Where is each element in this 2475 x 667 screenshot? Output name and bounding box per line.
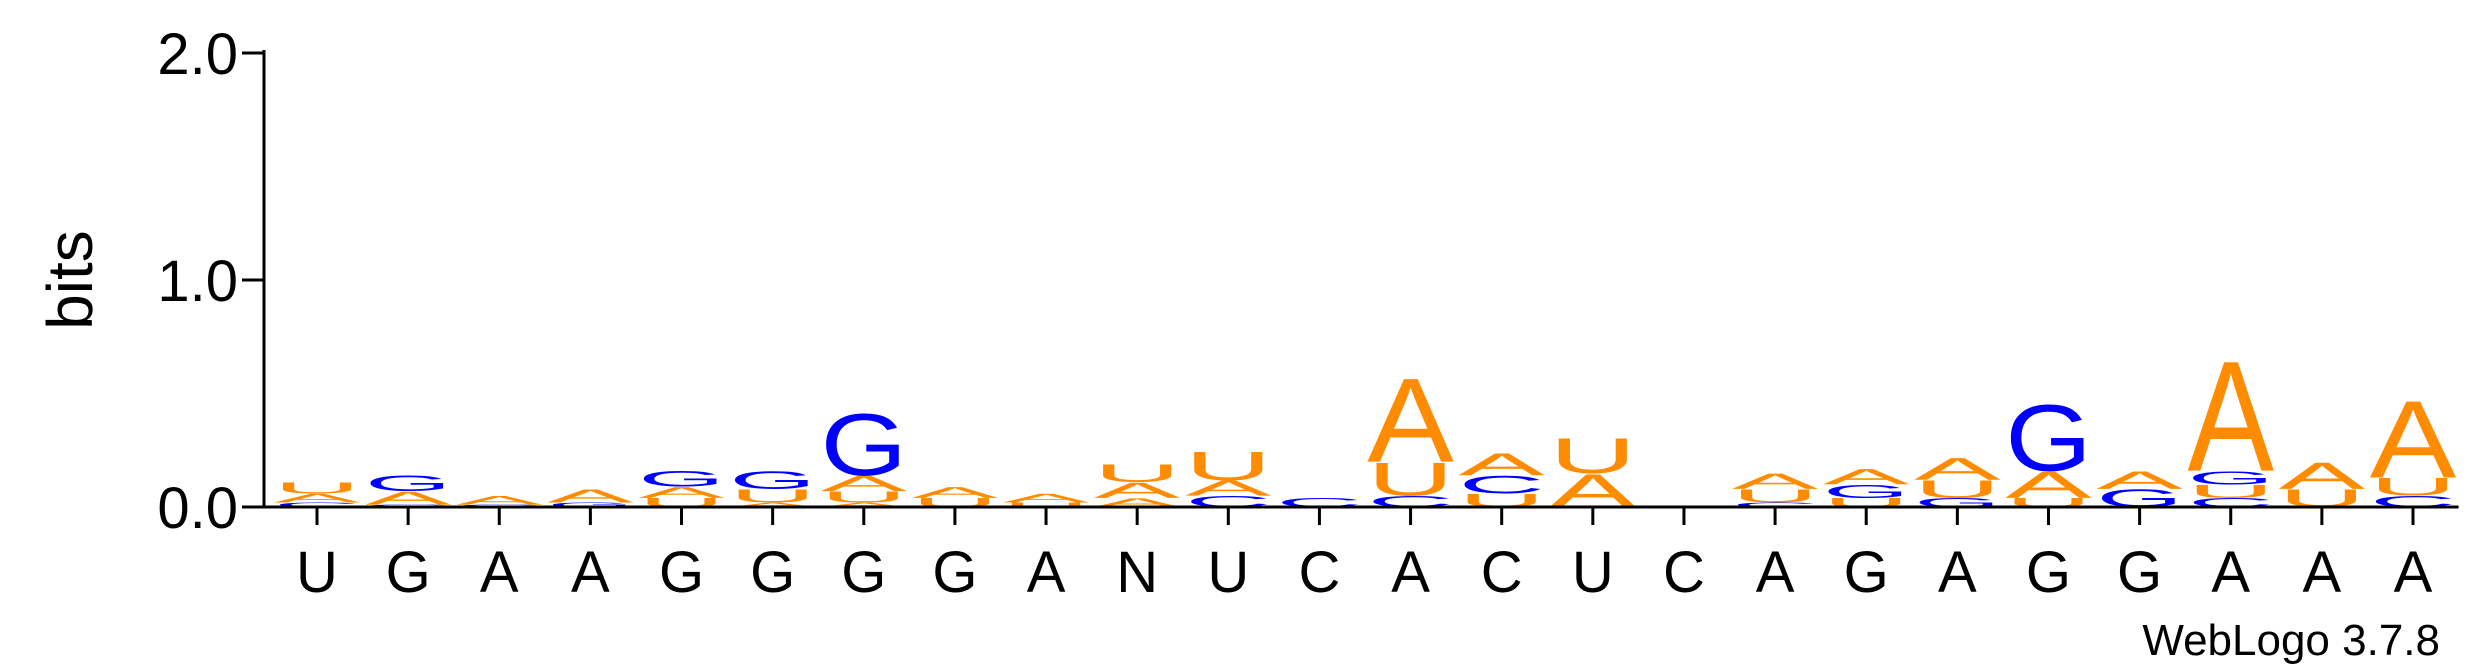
logo-letter: C	[274, 501, 361, 508]
logo-letter: A	[1914, 452, 2001, 487]
x-tick-label: G	[932, 540, 977, 605]
logo-letter: A	[1732, 469, 1819, 494]
logo-letter: A	[2096, 466, 2183, 494]
logo-letter: A	[820, 471, 907, 496]
logo-letter: C	[1458, 471, 1545, 499]
logo-letter: G	[1823, 481, 1910, 502]
x-tick-label: G	[750, 540, 795, 605]
x-tick-label: G	[2117, 540, 2162, 605]
logo-letter: G	[729, 466, 816, 494]
logo-letter: A	[1823, 464, 1910, 489]
x-tick-label: A	[1756, 540, 1795, 605]
logo-letter: U	[729, 485, 816, 506]
logo-letter: U	[1094, 460, 1181, 488]
x-tick-label: U	[1572, 540, 1614, 605]
logo-letter: U	[274, 479, 361, 497]
x-tick-label: A	[1938, 540, 1977, 605]
x-tick-label: A	[1027, 540, 1066, 605]
x-tick-label: U	[1207, 540, 1249, 605]
logo-letter: A	[1003, 491, 1090, 505]
logo-letter: A	[456, 493, 543, 507]
x-tick-label: A	[571, 540, 610, 605]
logo-letter: A	[2005, 464, 2092, 506]
logo-letter: A	[365, 488, 452, 509]
x-tick-label: G	[841, 540, 886, 605]
logo-letter: U	[1914, 475, 2001, 503]
x-tick-label: C	[1298, 540, 1340, 605]
logo-letter: U	[820, 488, 907, 506]
logo-letter: U	[1732, 485, 1819, 506]
logo-letter: A	[1458, 447, 1545, 482]
x-tick-label: G	[2026, 540, 2071, 605]
logo-letter: A	[912, 484, 999, 502]
logo-letter: G	[365, 471, 452, 496]
logo-letter: A	[2370, 378, 2457, 502]
x-tick-label: G	[659, 540, 704, 605]
logo-letter: G	[820, 396, 907, 494]
logo-letter: G	[547, 501, 634, 508]
x-tick-label: A	[2394, 540, 2433, 605]
x-tick-label: A	[480, 540, 519, 605]
logo-letter: U	[1550, 428, 1637, 484]
y-axis-label: bits	[34, 230, 106, 330]
logo-letter: A	[2279, 455, 2366, 497]
logo-letter: G	[2005, 386, 2092, 491]
logo-letter: A	[1094, 478, 1181, 503]
y-tick-label: 0.0	[157, 476, 238, 541]
logo-letter: G	[2187, 467, 2274, 488]
logo-letter: A	[1367, 354, 1454, 487]
x-tick-label: C	[1481, 540, 1523, 605]
x-tick-label: C	[1663, 540, 1705, 605]
x-tick-label: N	[1116, 540, 1158, 605]
logo-letter: A	[638, 484, 725, 502]
logo-letter: A	[729, 501, 817, 508]
logo-letter: A	[1185, 476, 1272, 501]
logo-letter: A	[820, 501, 908, 508]
x-tick-label: A	[1391, 540, 1430, 605]
y-tick-label: 1.0	[157, 249, 238, 314]
logo-letter: U	[2370, 473, 2457, 501]
x-tick-label: A	[2303, 540, 2342, 605]
x-tick-label: A	[2211, 540, 2250, 605]
x-tick-label: G	[1844, 540, 1889, 605]
footer: WebLogo 3.7.8	[2142, 616, 2440, 665]
logo-letter: A	[547, 485, 634, 506]
y-tick-label: 2.0	[157, 22, 238, 87]
logo-letter: C	[1732, 501, 1819, 508]
x-tick-label: G	[386, 540, 431, 605]
logo-letter: G	[638, 466, 725, 491]
logo-letter: U	[1185, 443, 1272, 489]
logo-letter: U	[1003, 501, 1090, 508]
logo-letter: U	[1367, 454, 1454, 506]
logo-letter: A	[274, 491, 361, 505]
logo-letter: A	[2187, 328, 2274, 505]
logo-letter: U	[2187, 481, 2274, 502]
x-tick-label: U	[296, 540, 338, 605]
